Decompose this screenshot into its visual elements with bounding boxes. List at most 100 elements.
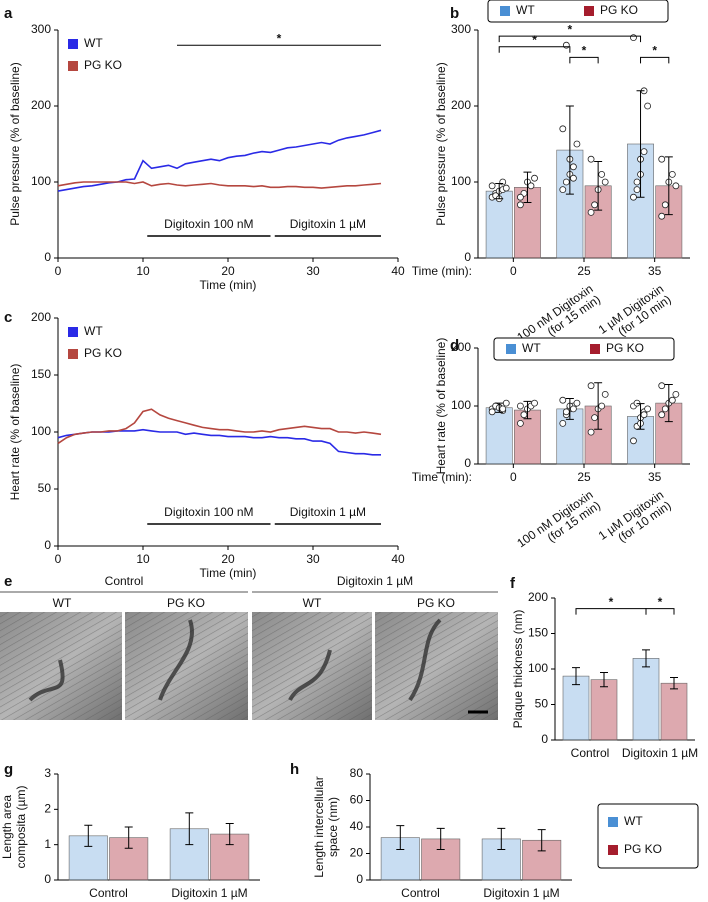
bar — [590, 679, 618, 741]
y-axis-label: Heart rate (% of baseline) — [434, 338, 448, 475]
legend-label: PG KO — [84, 346, 122, 360]
legend-box — [597, 803, 699, 869]
error-bar — [670, 677, 678, 690]
panel-letter: g — [4, 761, 13, 778]
x-tick-label: 35 — [648, 470, 662, 484]
x-tick-label: 0 — [510, 470, 517, 484]
x-tick-label: 35 — [648, 264, 662, 278]
data-point — [630, 193, 637, 201]
data-point — [570, 174, 577, 182]
data-point — [587, 428, 595, 436]
y-tick-label: 2 — [44, 802, 51, 816]
data-point — [633, 399, 641, 407]
treatment-label: Digitoxin 100 nM — [164, 217, 253, 231]
data-point — [598, 170, 606, 178]
significance-label: * — [568, 22, 573, 36]
data-point — [587, 382, 595, 390]
error-bar — [225, 822, 234, 846]
y-tick-label: 100 — [451, 174, 471, 188]
y-tick-label: 200 — [451, 340, 471, 354]
treatment-label: Digitoxin 100 nM — [164, 505, 253, 519]
data-point — [587, 155, 595, 163]
group-label: Control — [105, 574, 144, 588]
data-point — [640, 148, 648, 156]
y-tick-label: 0 — [44, 538, 51, 552]
panel-letter: a — [4, 5, 13, 22]
bar — [632, 658, 660, 741]
y-tick-label: 0 — [464, 250, 471, 264]
data-point — [562, 408, 570, 416]
legend-label: PG KO — [600, 3, 638, 17]
column-label: PG KO — [417, 596, 455, 610]
legend-label: WT — [522, 341, 541, 355]
group-label: Digitoxin 1 µM — [337, 574, 413, 588]
data-point — [517, 201, 524, 209]
y-tick-label: 1 — [44, 837, 51, 851]
error-bar — [636, 90, 645, 198]
bar — [485, 407, 513, 465]
x-tick-label: Control — [89, 886, 128, 900]
data-point — [562, 178, 570, 186]
error-bar — [572, 667, 580, 686]
error-bar — [642, 649, 650, 668]
data-point — [502, 399, 510, 407]
data-point — [661, 405, 669, 413]
x-tick-label: 30 — [306, 552, 320, 566]
error-bar — [185, 812, 194, 846]
data-point — [562, 41, 570, 49]
data-point — [672, 182, 680, 190]
data-point — [570, 163, 577, 171]
desmosome — [28, 618, 442, 702]
error-bar — [664, 156, 673, 216]
error-bar — [495, 402, 504, 413]
y-tick-label: 0 — [541, 732, 548, 746]
y-tick-label: 0 — [356, 872, 363, 886]
data-point — [658, 382, 666, 390]
significance-bracket — [498, 35, 642, 43]
legend-swatch — [500, 6, 510, 16]
data-point — [517, 402, 524, 410]
legend-swatch — [68, 61, 78, 71]
data-point — [633, 186, 641, 194]
micrograph-texture — [125, 612, 248, 720]
data-point — [587, 208, 595, 216]
x-tick-label: 0 — [55, 552, 62, 566]
x-tick-label: 40 — [391, 264, 405, 278]
error-bar — [523, 400, 532, 420]
micrographs — [0, 591, 498, 720]
x-tick-label: 0 — [55, 264, 62, 278]
x-tick-label: 20 — [221, 552, 235, 566]
error-bar — [396, 825, 405, 851]
panel-letter: h — [290, 761, 299, 778]
panel-letter: c — [4, 309, 12, 326]
legend-label: PG KO — [606, 341, 644, 355]
data-point — [520, 411, 528, 419]
data-point — [570, 405, 577, 413]
panel-letter: d — [450, 337, 459, 354]
y-axis-label: Length intercellular — [312, 776, 326, 877]
significance-label: * — [609, 595, 614, 609]
y-tick-label: 50 — [38, 481, 52, 495]
error-bar — [664, 384, 673, 423]
legend-swatch — [68, 327, 78, 337]
x-tick-label: Digitoxin 1 µM — [483, 886, 559, 900]
data-point — [633, 178, 641, 186]
data-point — [661, 201, 669, 209]
significance-bracket — [645, 608, 675, 615]
data-point — [630, 437, 637, 445]
data-point — [527, 182, 535, 190]
error-bar — [594, 160, 603, 211]
significance-bracket — [569, 56, 599, 64]
micrograph-texture — [375, 612, 498, 720]
y-axis-label: Plaque thickness (nm) — [511, 610, 525, 729]
y-tick-label: 40 — [350, 819, 364, 833]
x-tick-label: 30 — [306, 264, 320, 278]
y-tick-label: 100 — [31, 174, 51, 188]
legend-swatch — [590, 344, 600, 354]
y-tick-label: 0 — [44, 250, 51, 264]
treatment-label: Digitoxin 1 µM — [290, 505, 366, 519]
x-tick-label: Digitoxin 1 µM — [171, 886, 247, 900]
y-tick-label: 150 — [528, 626, 548, 640]
column-label: WT — [303, 596, 322, 610]
